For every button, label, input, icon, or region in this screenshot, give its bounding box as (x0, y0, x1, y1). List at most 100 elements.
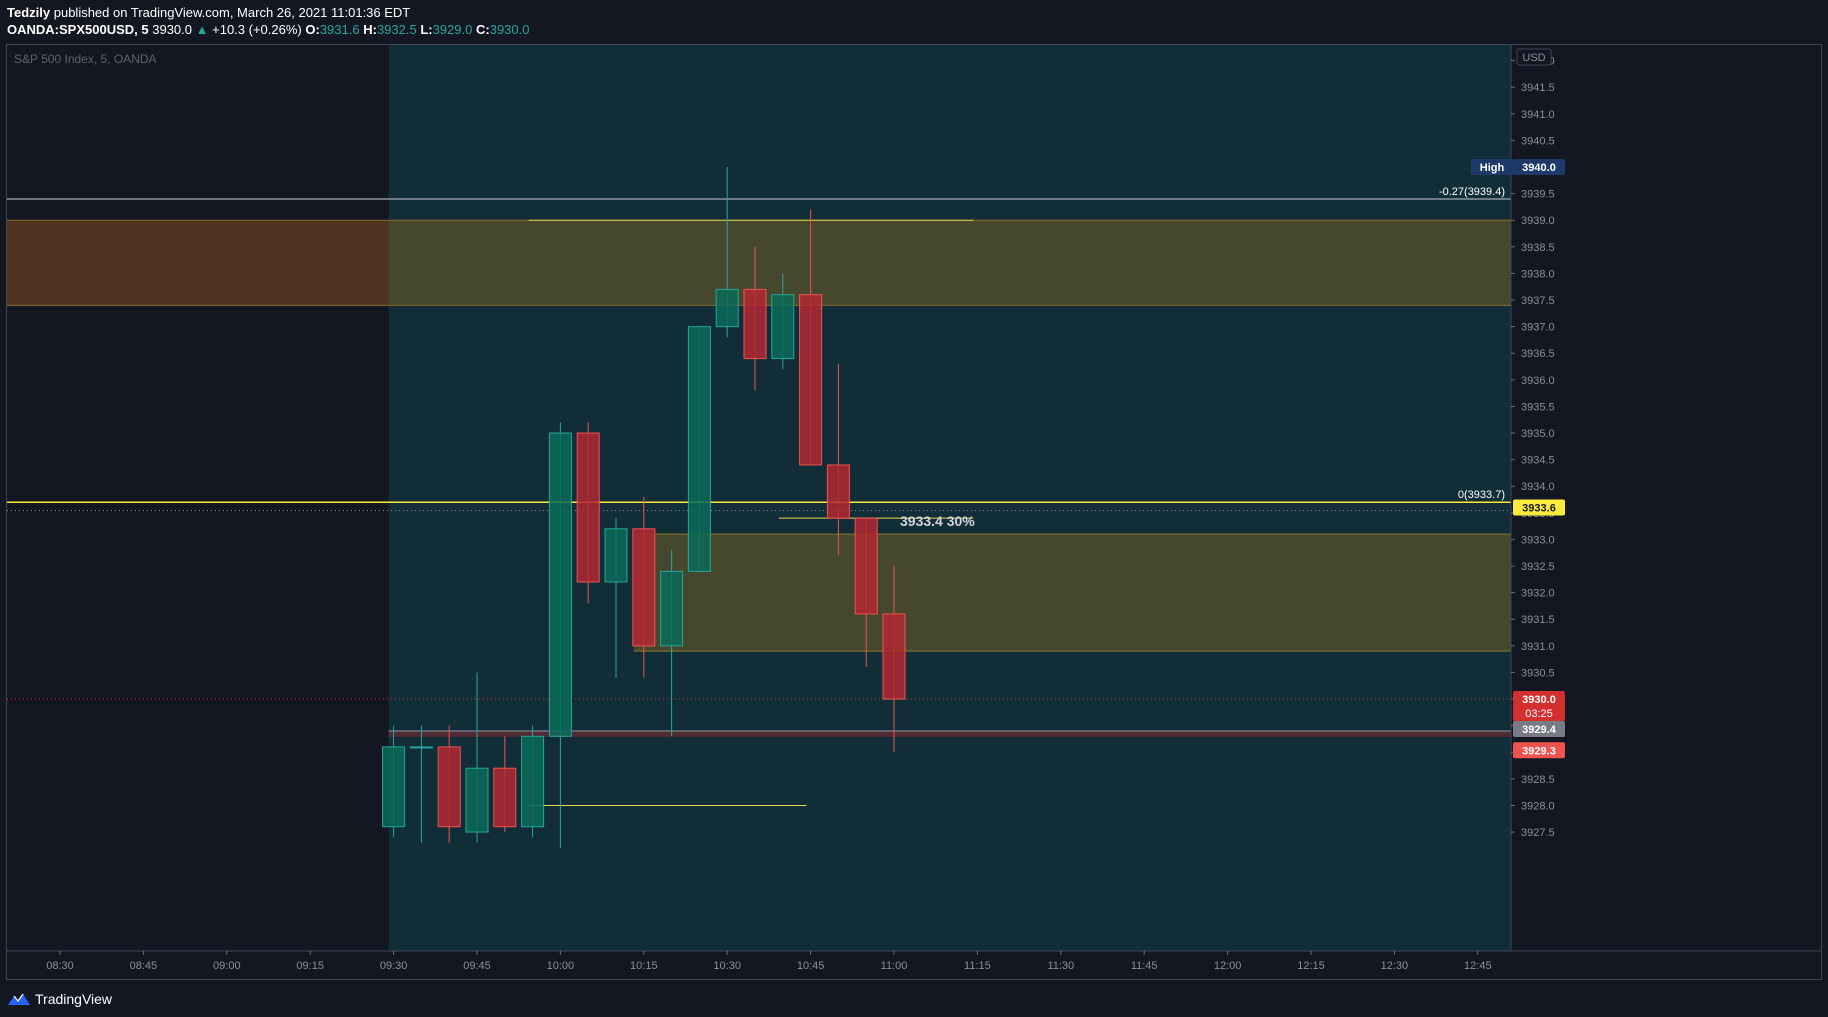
high-label: H: (363, 22, 377, 37)
time-tick-label: 08:45 (130, 960, 158, 972)
author-name[interactable]: Tedzily (7, 5, 51, 20)
chart-header: Tedzily published on TradingView.com, Ma… (0, 0, 1828, 44)
price-badge[interactable] (1513, 159, 1565, 176)
candle-body[interactable] (437, 746, 461, 828)
currency-badge[interactable] (1516, 48, 1552, 66)
low-value: 3929.0 (432, 22, 473, 37)
brand-label: TradingView (35, 991, 113, 1007)
price-badge[interactable] (1513, 742, 1565, 759)
time-tick-label: 12:00 (1214, 960, 1242, 972)
chart-panel[interactable]: -0.27(3939.4) 0(3933.7) 3933.4 30% 3927.5 39… (6, 44, 1822, 980)
last-price: 3930.0 (152, 22, 192, 37)
candle-body[interactable] (771, 294, 795, 360)
tradingview-logo-icon (8, 993, 30, 1005)
time-tick-label: 11:45 (1131, 960, 1158, 972)
time-tick-label: 10:00 (547, 960, 575, 972)
close-value: 3930.0 (489, 22, 530, 37)
time-tick-label: 09:30 (380, 960, 408, 972)
price-chart[interactable]: -0.27(3939.4) 0(3933.7) 3933.4 30% 3927.5 39… (7, 45, 1821, 979)
price-badge[interactable] (1513, 691, 1565, 722)
candle-body[interactable] (826, 464, 850, 519)
time-tick-label: 12:30 (1381, 960, 1409, 972)
high-value: 3932.5 (376, 22, 417, 37)
time-tick-label: 11:30 (1047, 960, 1074, 972)
candle-body[interactable] (687, 326, 711, 572)
supply-zone (388, 220, 1512, 306)
price-tick-label: 3938.0 (1521, 268, 1555, 280)
candle-body[interactable] (743, 288, 767, 360)
candle-body[interactable] (632, 528, 656, 647)
low-range-band (388, 730, 1512, 737)
time-tick-label: 12:45 (1464, 960, 1492, 972)
price-tick-label: 3941.0 (1521, 109, 1555, 121)
price-change: +10.3 (+0.26%) (212, 22, 302, 37)
time-tick-label: 09:15 (296, 960, 324, 972)
candle-body[interactable] (660, 570, 684, 647)
price-tick-label: 3934.0 (1521, 481, 1555, 493)
price-tick-label: 3928.5 (1521, 774, 1555, 786)
price-tick-label: 3935.0 (1521, 428, 1555, 440)
candle-body[interactable] (493, 767, 517, 828)
price-tick-label: 3927.5 (1521, 827, 1555, 839)
low-label: L: (420, 22, 433, 37)
candle-body[interactable] (382, 746, 406, 828)
price-badge-value: 3933.6 (1522, 503, 1556, 515)
price-badge-countdown: 03:25 (1525, 708, 1553, 720)
tradingview-brand[interactable]: TradingView (7, 991, 112, 1007)
close-label: C: (476, 22, 490, 37)
fib-level-label: 0(3933.7) (1458, 489, 1505, 501)
price-badge-value: 3940.0 (1522, 162, 1556, 174)
price-tick-label: 3937.5 (1521, 295, 1555, 307)
footer: TradingView (0, 982, 1828, 1017)
open-label: O: (305, 22, 320, 37)
price-tick-label: 3939.0 (1521, 215, 1555, 227)
time-tick-label: 10:15 (630, 960, 658, 972)
candle-body[interactable] (715, 288, 739, 328)
demand-zone (633, 534, 1511, 652)
ohlc-line: OANDA:SPX500USD, 5 3930.0 ▲ +10.3 (+0.26… (7, 22, 529, 37)
price-tick-label: 3941.5 (1521, 82, 1555, 94)
price-badge-value: 3929.3 (1522, 745, 1556, 757)
price-badge-value: 3929.4 (1522, 724, 1557, 736)
candle-body[interactable] (409, 746, 433, 749)
candle-body[interactable] (604, 528, 628, 583)
currency-label: USD (1522, 52, 1545, 64)
candle-body[interactable] (882, 613, 906, 700)
price-tick-label: 3932.5 (1521, 561, 1555, 573)
time-tick-label: 10:30 (713, 960, 741, 972)
price-tick-label: 3939.5 (1521, 189, 1555, 201)
up-arrow-icon: ▲ (195, 22, 209, 37)
chart-title: S&P 500 Index, 5, OANDA (14, 52, 157, 66)
candle-body[interactable] (465, 767, 489, 833)
price-tick-label: 3928.0 (1521, 800, 1555, 812)
candle-body[interactable] (521, 735, 545, 828)
price-badge[interactable] (1513, 720, 1565, 737)
high-label-badge (1471, 159, 1513, 176)
price-tick-label: 3937.0 (1521, 322, 1555, 334)
price-tick-label: 3936.5 (1521, 348, 1555, 360)
price-tick-label: 3930.5 (1521, 667, 1555, 679)
zone-annotation: 3933.4 30% (900, 513, 975, 529)
publish-line: Tedzily published on TradingView.com, Ma… (7, 5, 410, 20)
time-tick-label: 09:45 (463, 960, 491, 972)
price-tick-label: 3932.0 (1521, 588, 1555, 600)
price-tick-label: 3933.0 (1521, 534, 1555, 546)
candle-body[interactable] (799, 294, 823, 466)
time-tick-label: 10:45 (797, 960, 825, 972)
candle-body[interactable] (854, 517, 878, 615)
session-background (388, 45, 1512, 951)
price-tick-label: 3938.5 (1521, 242, 1555, 254)
open-value: 3931.6 (319, 22, 360, 37)
price-tick-label: 3931.5 (1521, 614, 1555, 626)
price-tick-label: 3940.5 (1521, 135, 1555, 147)
symbol-label[interactable]: OANDA:SPX500USD, 5 (7, 22, 149, 37)
price-badge[interactable] (1513, 499, 1565, 516)
candle-body[interactable] (576, 432, 600, 583)
time-tick-label: 11:00 (881, 960, 908, 972)
fib-level-label: -0.27(3939.4) (1439, 186, 1505, 198)
supply-zone-premarket (7, 220, 389, 306)
time-tick-label: 12:15 (1297, 960, 1325, 972)
price-tick-label: 3936.0 (1521, 375, 1555, 387)
time-tick-label: 09:00 (213, 960, 241, 972)
candle-body[interactable] (548, 432, 572, 737)
